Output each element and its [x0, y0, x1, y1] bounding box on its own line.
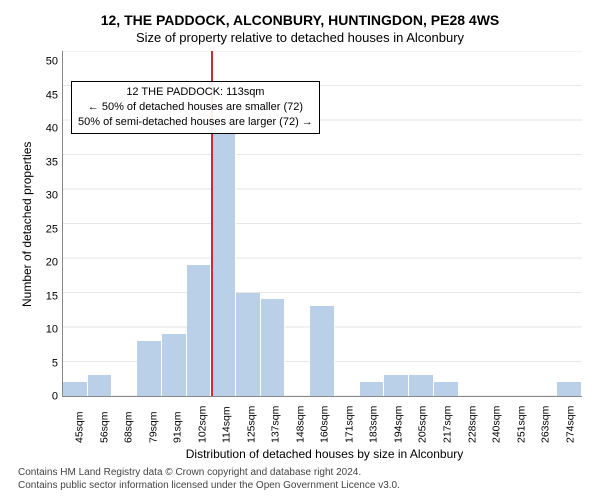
bar [261, 299, 286, 396]
bar [211, 134, 236, 396]
x-tick: 137sqm [263, 401, 288, 443]
x-tick: 79sqm [141, 401, 166, 443]
x-tick: 217sqm [435, 401, 460, 443]
bar [409, 375, 434, 396]
x-tick: 171sqm [337, 401, 362, 443]
x-tick: 148sqm [288, 401, 313, 443]
bar [360, 382, 385, 396]
x-tick: 160sqm [312, 401, 337, 443]
page-subtitle: Size of property relative to detached ho… [18, 30, 582, 45]
footer: Contains HM Land Registry data © Crown c… [18, 467, 582, 492]
y-tick: 5 [52, 358, 58, 369]
x-tick: 205sqm [410, 401, 435, 443]
bar [187, 265, 212, 396]
y-tick: 25 [46, 224, 58, 235]
bar [88, 375, 113, 396]
y-axis-ticks: 05101520253035404550 [36, 51, 62, 397]
chart-area: Number of detached properties 0510152025… [18, 51, 582, 397]
annotation-line2: ← 50% of detached houses are smaller (72… [78, 100, 313, 115]
y-tick: 30 [46, 191, 58, 202]
x-tick: 56sqm [92, 401, 117, 443]
x-axis-ticks: 45sqm56sqm68sqm79sqm91sqm102sqm114sqm125… [67, 401, 582, 443]
bar [310, 306, 335, 396]
footer-line1: Contains HM Land Registry data © Crown c… [18, 467, 582, 480]
page-title: 12, THE PADDOCK, ALCONBURY, HUNTINGDON, … [18, 12, 582, 28]
bar [236, 293, 261, 397]
y-tick: 20 [46, 258, 58, 269]
bar [137, 341, 162, 396]
y-tick: 45 [46, 90, 58, 101]
bar [384, 375, 409, 396]
x-tick: 125sqm [239, 401, 264, 443]
y-tick: 40 [46, 124, 58, 135]
x-tick: 251sqm [509, 401, 534, 443]
y-tick: 0 [52, 392, 58, 403]
annotation-line3: 50% of semi-detached houses are larger (… [78, 115, 313, 130]
x-tick: 183sqm [361, 401, 386, 443]
bar [434, 382, 459, 396]
x-tick: 274sqm [558, 401, 583, 443]
x-tick: 45sqm [67, 401, 92, 443]
annotation-box: 12 THE PADDOCK: 113sqm ← 50% of detached… [71, 81, 320, 134]
plot: 12 THE PADDOCK: 113sqm ← 50% of detached… [62, 51, 582, 397]
x-tick: 91sqm [165, 401, 190, 443]
bar [162, 334, 187, 396]
y-tick: 15 [46, 291, 58, 302]
bar [63, 382, 88, 396]
bar [557, 382, 582, 396]
x-tick: 194sqm [386, 401, 411, 443]
x-axis-label: Distribution of detached houses by size … [67, 447, 582, 461]
footer-line2: Contains public sector information licen… [18, 480, 582, 493]
y-tick: 50 [46, 57, 58, 68]
x-tick: 114sqm [214, 401, 239, 443]
x-tick: 263sqm [533, 401, 558, 443]
x-tick: 102sqm [190, 401, 215, 443]
y-tick: 10 [46, 325, 58, 336]
x-tick: 68sqm [116, 401, 141, 443]
y-axis-label: Number of detached properties [18, 51, 36, 397]
x-tick: 228sqm [460, 401, 485, 443]
x-tick: 240sqm [484, 401, 509, 443]
y-tick: 35 [46, 157, 58, 168]
annotation-line1: 12 THE PADDOCK: 113sqm [78, 85, 313, 100]
